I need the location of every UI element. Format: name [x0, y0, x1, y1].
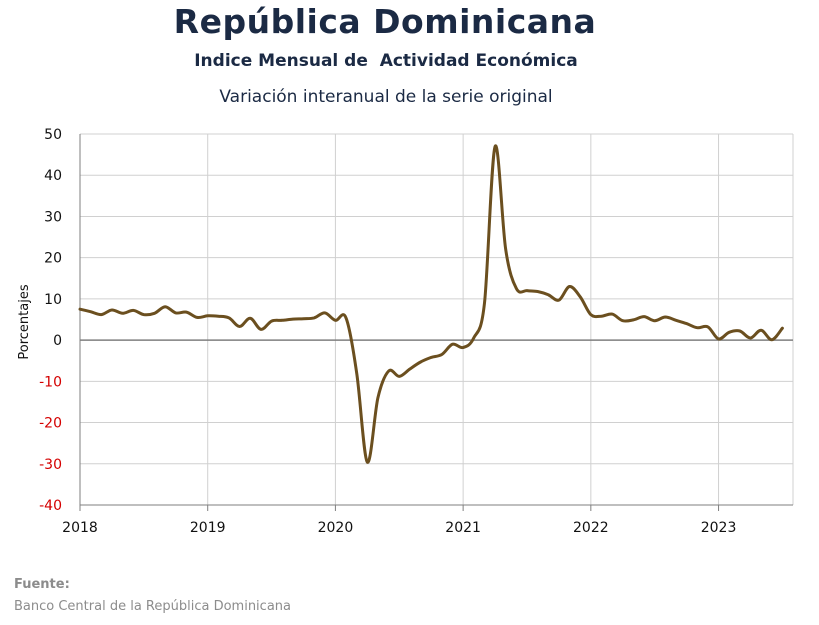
- y-tick-label: 0: [53, 333, 62, 349]
- series-line: [78, 144, 784, 464]
- y-tick-label: 20: [44, 251, 62, 267]
- source-label: Fuente:: [14, 577, 70, 592]
- x-tick-label: 2021: [445, 520, 481, 536]
- y-tick-label: -40: [39, 498, 62, 514]
- source-text: Banco Central de la República Dominicana: [14, 599, 291, 614]
- axes: [79, 134, 793, 511]
- x-tick-label: 2022: [573, 520, 609, 536]
- x-tick-label: 2018: [62, 520, 98, 536]
- x-tick-label: 2019: [190, 520, 226, 536]
- x-tick-label: 2020: [318, 520, 354, 536]
- series-layer: [78, 144, 784, 464]
- chart-title: República Dominicana: [173, 2, 597, 41]
- chart-subtitle-secondary: Variación interanual de la serie origina…: [219, 87, 553, 107]
- grid-lines: [80, 133, 794, 506]
- x-tick-label: 2023: [701, 520, 737, 536]
- y-tick-label: -30: [39, 457, 62, 473]
- y-tick-label: 40: [44, 168, 62, 184]
- y-axis-label: Porcentajes: [17, 284, 32, 359]
- y-tick-label: -20: [39, 416, 62, 432]
- y-tick-label: 50: [44, 127, 62, 143]
- y-tick-label: 30: [44, 209, 62, 225]
- y-tick-label: 10: [44, 292, 62, 308]
- y-tick-label: -10: [39, 374, 62, 390]
- chart-subtitle: Indice Mensual de Actividad Económica: [194, 51, 578, 71]
